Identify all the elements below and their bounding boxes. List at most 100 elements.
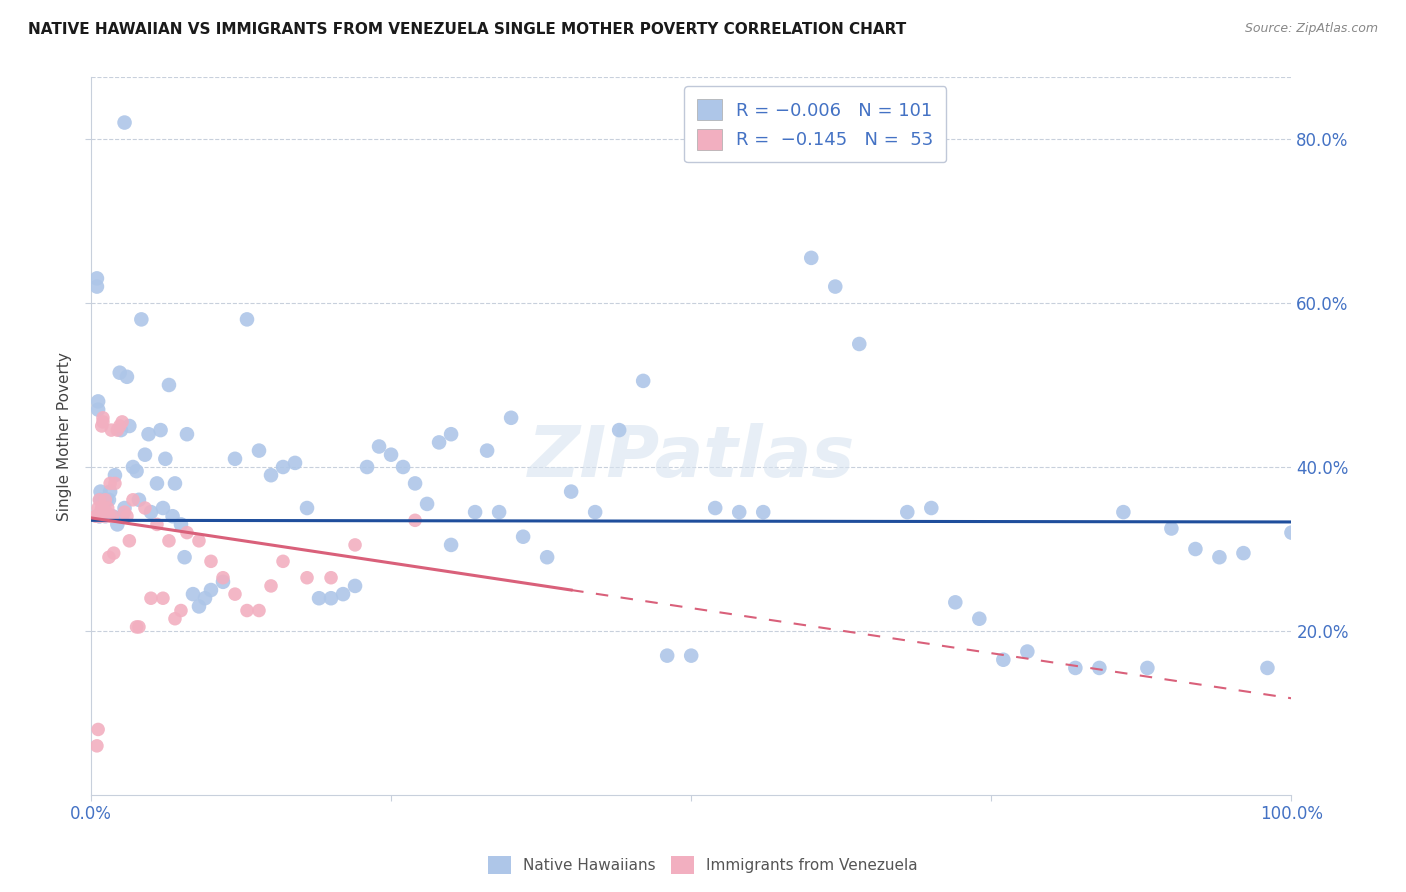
Point: [149, 423, 172, 437]
Point: [146, 476, 169, 491]
Point: [134, 501, 156, 516]
Point: [90, 509, 112, 524]
Point: [427, 435, 450, 450]
Point: [896, 505, 918, 519]
Point: [344, 538, 367, 552]
Point: [115, 509, 138, 524]
Point: [91, 505, 114, 519]
Point: [87, 402, 110, 417]
Point: [139, 505, 162, 519]
Point: [260, 468, 283, 483]
Point: [969, 612, 991, 626]
Point: [89, 509, 111, 524]
Point: [97, 492, 120, 507]
Point: [138, 427, 160, 442]
Point: [146, 517, 169, 532]
Point: [440, 427, 463, 442]
Point: [176, 427, 198, 442]
Point: [224, 451, 246, 466]
Point: [295, 501, 318, 516]
Point: [91, 501, 114, 516]
Point: [271, 554, 294, 568]
Point: [993, 653, 1015, 667]
Point: [752, 505, 775, 519]
Point: [308, 591, 330, 606]
Point: [607, 423, 630, 437]
Point: [89, 509, 111, 524]
Point: [920, 501, 942, 516]
Point: [105, 517, 128, 532]
Point: [404, 476, 426, 491]
Point: [87, 501, 110, 516]
Point: [91, 410, 114, 425]
Text: Source: ZipAtlas.com: Source: ZipAtlas.com: [1244, 22, 1378, 36]
Point: [1088, 661, 1111, 675]
Point: [236, 603, 259, 617]
Point: [271, 460, 294, 475]
Point: [224, 587, 246, 601]
Point: [681, 648, 703, 663]
Point: [122, 460, 145, 475]
Point: [122, 492, 145, 507]
Point: [583, 505, 606, 519]
Point: [89, 492, 111, 507]
Point: [115, 369, 138, 384]
Point: [163, 476, 186, 491]
Point: [173, 550, 195, 565]
Point: [181, 587, 204, 601]
Point: [131, 312, 153, 326]
Point: [1256, 661, 1278, 675]
Point: [295, 571, 318, 585]
Point: [356, 460, 378, 475]
Point: [194, 591, 217, 606]
Point: [162, 509, 184, 524]
Point: [1017, 644, 1039, 658]
Point: [319, 591, 342, 606]
Point: [212, 571, 235, 585]
Point: [86, 279, 108, 293]
Point: [125, 620, 148, 634]
Point: [111, 415, 134, 429]
Point: [404, 513, 426, 527]
Point: [87, 723, 110, 737]
Point: [1160, 522, 1182, 536]
Point: [1136, 661, 1159, 675]
Point: [200, 554, 222, 568]
Point: [101, 509, 124, 524]
Point: [212, 574, 235, 589]
Point: [170, 603, 193, 617]
Point: [98, 484, 121, 499]
Point: [118, 419, 141, 434]
Point: [96, 492, 118, 507]
Point: [91, 415, 114, 429]
Point: [97, 550, 120, 565]
Point: [848, 337, 870, 351]
Point: [392, 460, 415, 475]
Point: [134, 448, 156, 462]
Point: [90, 505, 112, 519]
Legend: R = −0.006   N = 101, R =  −0.145   N =  53: R = −0.006 N = 101, R = −0.145 N = 53: [685, 87, 946, 162]
Point: [93, 509, 115, 524]
Point: [380, 448, 402, 462]
Point: [98, 476, 121, 491]
Point: [200, 582, 222, 597]
Point: [344, 579, 367, 593]
Point: [176, 525, 198, 540]
Point: [152, 591, 174, 606]
Point: [97, 501, 120, 516]
Point: [284, 456, 307, 470]
Point: [108, 419, 131, 434]
Point: [728, 505, 751, 519]
Point: [657, 648, 679, 663]
Point: [96, 505, 118, 519]
Point: [157, 378, 180, 392]
Point: [105, 423, 128, 437]
Point: [188, 533, 211, 548]
Point: [84, 509, 107, 524]
Point: [90, 419, 112, 434]
Point: [416, 497, 439, 511]
Point: [475, 443, 498, 458]
Point: [97, 509, 120, 524]
Point: [1232, 546, 1254, 560]
Point: [704, 501, 727, 516]
